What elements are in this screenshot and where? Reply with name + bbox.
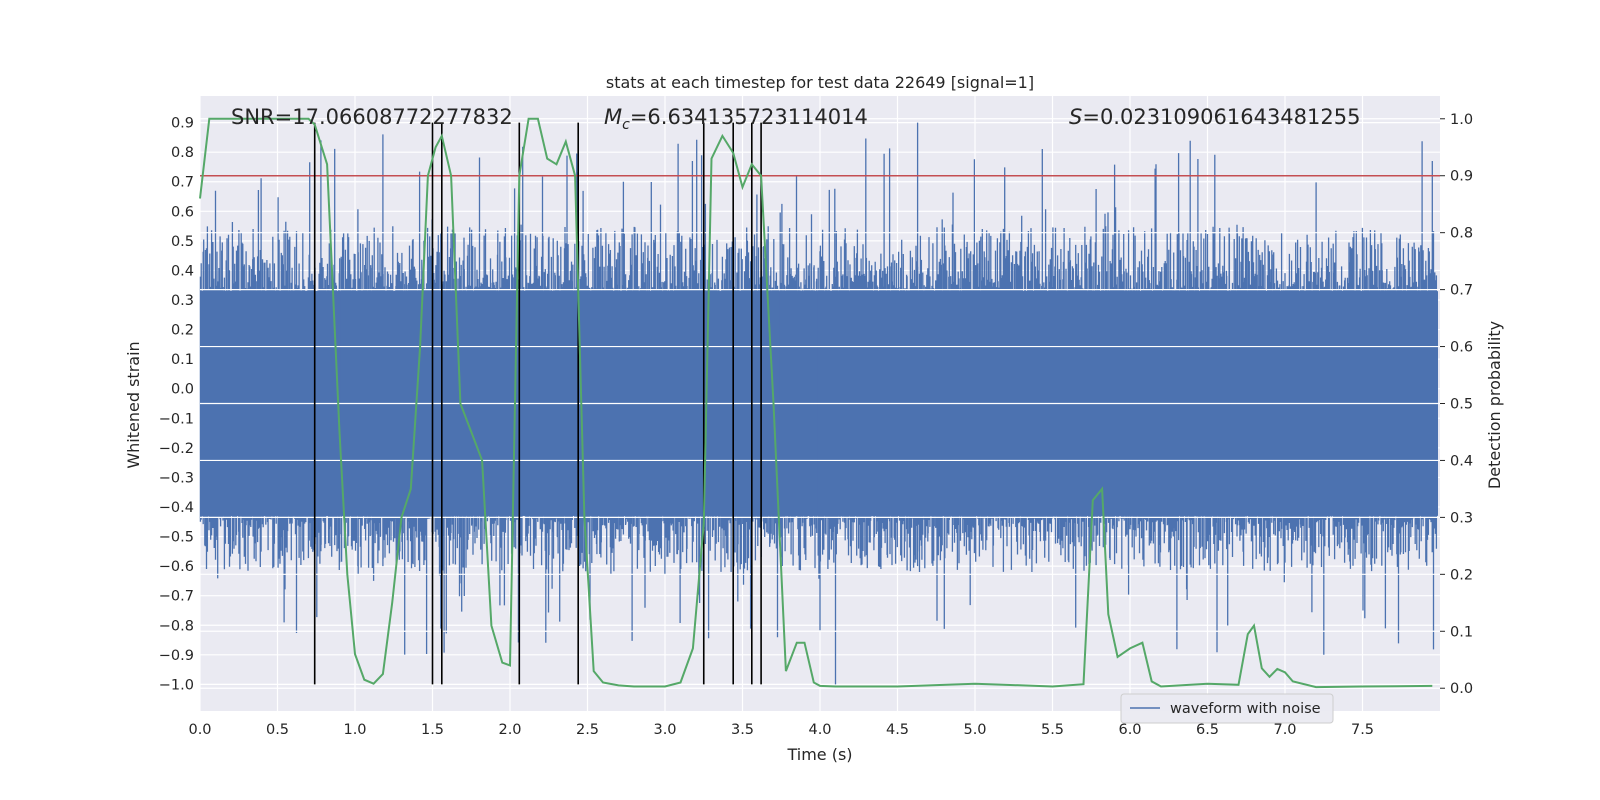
chirp-mass-annotation: Mc=6.634135723114014 xyxy=(604,105,868,133)
x-tick-label: 5.5 xyxy=(1041,722,1064,738)
y-left-tick-label: −0.4 xyxy=(159,500,194,516)
y-left-tick-label: −0.7 xyxy=(159,589,194,605)
x-tick-label: 1.5 xyxy=(421,722,444,738)
x-tick-label: 3.0 xyxy=(653,722,676,738)
chirp-mass-subscript: c xyxy=(622,117,630,133)
y-left-tick-label: −0.3 xyxy=(159,470,194,486)
x-tick-label: 4.0 xyxy=(808,722,831,738)
y-left-tick-label: −0.5 xyxy=(159,530,194,546)
y-left-axis-label: Whitened strain xyxy=(124,341,143,468)
y-right-tick-label: 0.8 xyxy=(1450,226,1473,242)
chirp-mass-value: =6.634135723114014 xyxy=(630,105,868,129)
chirp-mass-symbol: M xyxy=(604,105,622,129)
legend: waveform with noise xyxy=(1120,693,1334,724)
y-left-tick-label: 0.2 xyxy=(171,323,194,339)
y-right-tick-label: 0.9 xyxy=(1450,169,1473,185)
y-right-tick-label: 0.6 xyxy=(1450,340,1473,356)
x-axis-ticks: 0.0 0.5 1.0 1.5 2.0 2.5 3.0 3.5 4.0 4.5 5.0 5.5 6.0 6… xyxy=(188,722,1374,738)
x-tick-label: 4.5 xyxy=(886,722,909,738)
y-right-tick-label: 0.4 xyxy=(1450,453,1473,469)
y-left-tick-label: −0.8 xyxy=(159,618,194,634)
y-left-tick-label: 0.3 xyxy=(171,293,194,309)
x-axis-label: Time (s) xyxy=(786,745,852,764)
x-tick-label: 2.0 xyxy=(498,722,521,738)
legend-label-waveform: waveform with noise xyxy=(1170,701,1321,717)
y-right-tick-label: 0.1 xyxy=(1450,624,1473,640)
x-tick-label: 5.0 xyxy=(963,722,986,738)
detection-probability-line xyxy=(199,117,1433,689)
y-left-axis-ticks: 0.9 0.8 0.7 0.6 0.5 0.4 0.3 0.2 0.1 0.0 −0.1 −0.2 −0… xyxy=(159,116,194,694)
y-right-tick-label: 0.5 xyxy=(1450,397,1473,413)
x-tick-label: 2.5 xyxy=(576,722,599,738)
y-left-tick-label: 0.6 xyxy=(171,204,194,220)
y-left-tick-label: 0.9 xyxy=(171,116,194,132)
y-right-axis-ticks: 1.0 0.9 0.8 0.7 0.6 0.5 0.4 0.3 0.2 0.1 0.0 xyxy=(1440,112,1473,697)
y-left-tick-label: 0.8 xyxy=(171,145,194,161)
legend-box xyxy=(1120,693,1334,724)
x-tick-label: 0.0 xyxy=(188,722,211,738)
x-tick-label: 7.0 xyxy=(1273,722,1296,738)
y-right-tick-label: 0.2 xyxy=(1450,567,1473,583)
y-left-tick-label: −0.6 xyxy=(159,559,194,575)
s-value: =0.023109061643481255 xyxy=(1082,105,1360,129)
y-right-tick-label: 0.3 xyxy=(1450,510,1473,526)
y-left-tick-label: −1.0 xyxy=(159,677,194,693)
y-left-tick-label: 0.0 xyxy=(171,382,194,398)
x-tick-label: 6.0 xyxy=(1118,722,1141,738)
y-left-tick-label: 0.4 xyxy=(171,263,194,279)
chart-title: stats at each timestep for test data 226… xyxy=(606,73,1034,92)
x-tick-label: 0.5 xyxy=(266,722,289,738)
y-left-tick-label: 0.5 xyxy=(171,234,194,250)
y-right-tick-label: 0.7 xyxy=(1450,283,1473,299)
x-tick-label: 1.0 xyxy=(343,722,366,738)
x-tick-label: 6.5 xyxy=(1196,722,1219,738)
y-left-tick-label: 0.7 xyxy=(171,175,194,191)
s-symbol: S xyxy=(1069,105,1082,129)
snr-annotation: SNR=17.06608772277832 xyxy=(231,105,513,129)
y-left-tick-label: 0.1 xyxy=(171,352,194,368)
y-right-tick-label: 0.0 xyxy=(1450,681,1473,697)
y-right-axis-label: Detection probability xyxy=(1485,321,1504,489)
y-left-tick-label: −0.2 xyxy=(159,441,194,457)
s-annotation: S=0.023109061643481255 xyxy=(1069,105,1360,129)
y-left-tick-label: −0.1 xyxy=(159,411,194,427)
y-right-tick-label: 1.0 xyxy=(1450,112,1473,128)
y-left-tick-label: −0.9 xyxy=(159,648,194,664)
x-tick-label: 3.5 xyxy=(731,722,754,738)
x-tick-label: 7.5 xyxy=(1351,722,1374,738)
